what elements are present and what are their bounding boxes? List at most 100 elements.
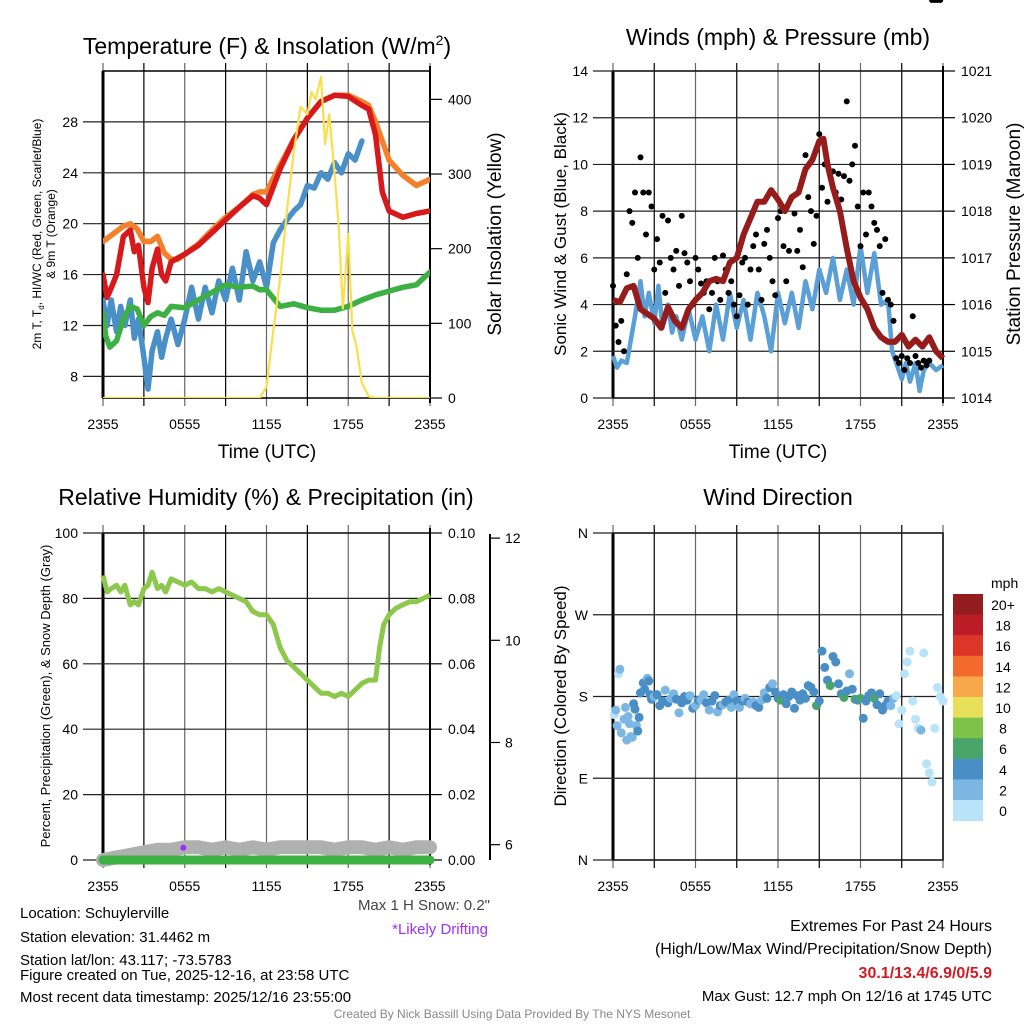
x-tick-label: 2355: [414, 416, 445, 432]
elevation-label: Station elevation: 31.4462 m: [20, 929, 211, 946]
x-tick-label: 0555: [680, 416, 711, 432]
direction-point: [633, 726, 643, 736]
gust-point: [937, 0, 944, 3]
gust-point: [753, 231, 759, 238]
legend-label: 10: [995, 700, 1011, 716]
gust-point: [618, 317, 625, 324]
gust-point: [698, 280, 704, 287]
x-tick-label: 1755: [333, 416, 364, 432]
gust-point: [857, 243, 864, 250]
gust-point: [665, 217, 671, 224]
gust-point: [819, 184, 825, 191]
x-tick-label: 2355: [87, 878, 118, 894]
created-label: Figure created on Tue, 2025-12-16, at 23…: [20, 967, 350, 984]
x-tick-label: 1755: [333, 878, 364, 894]
drifting-note: *Likely Drifting: [392, 921, 488, 938]
gust-point: [907, 359, 913, 366]
gust-point: [876, 243, 883, 250]
gust-point: [739, 259, 746, 266]
direction-point: [900, 669, 909, 679]
direction-point: [625, 719, 634, 729]
direction-point: [905, 646, 915, 656]
gust-point: [843, 98, 850, 105]
extremes-subtitle: (High/Low/Max Wind/Precipitation/Snow De…: [654, 941, 992, 958]
title-superscript: 2: [436, 32, 444, 48]
gust-point: [645, 189, 652, 196]
gust-point: [865, 189, 872, 196]
gust-point: [667, 254, 674, 261]
gust-point: [797, 226, 803, 233]
legend-label: 4: [999, 762, 1007, 778]
y-tick-label: 8: [580, 203, 588, 219]
winds-chart: 2355 0555 1155 1755 2355 0 2 4 6 8 10 12 14 1014 1015 1…: [551, 0, 1024, 463]
direction-point: [938, 696, 948, 706]
direction-point: [894, 719, 904, 729]
direction-point: [620, 702, 630, 712]
gust-point: [918, 364, 924, 371]
gust-point: [643, 231, 649, 238]
gust-point: [640, 189, 647, 196]
gust-point: [808, 208, 814, 215]
direction-point: [640, 684, 650, 694]
direction-point: [704, 705, 714, 715]
gust-point: [747, 266, 754, 273]
legend-swatch: [953, 614, 983, 636]
gust-point: [841, 173, 847, 180]
y-tick-label: 2: [580, 343, 588, 359]
legend-swatch: [953, 697, 983, 719]
gust-point: [742, 254, 748, 261]
direction-point: [820, 662, 830, 672]
direction-point: [630, 704, 640, 714]
extremes-values: 30.1/13.4/6.9/0/5.9: [858, 965, 992, 982]
gust-point: [890, 317, 897, 324]
direction-point: [634, 712, 644, 722]
direction-point: [814, 696, 824, 706]
y-tick-label: 14: [572, 63, 588, 79]
y-axis-label: Direction (Colored By Speed): [551, 585, 570, 806]
y-tick-label: 20: [62, 787, 78, 803]
direction-point: [611, 705, 621, 715]
direction-point: [911, 714, 920, 724]
gust-point: [755, 266, 762, 273]
x-tick-label: 0555: [169, 878, 200, 894]
gust-point: [885, 296, 891, 303]
latlon-label: Station lat/lon: 43.117; -73.5783: [20, 952, 232, 969]
y-tick-label: S: [579, 689, 588, 705]
gust-point: [874, 226, 880, 233]
right-tick-label: 0.10: [448, 525, 475, 541]
gust-point: [926, 357, 933, 364]
snow-tick-label: 12: [505, 530, 521, 546]
gust-point: [794, 247, 801, 254]
legend-swatch: [953, 676, 983, 698]
direction-point: [652, 690, 662, 700]
gust-point: [769, 278, 776, 285]
gust-point: [863, 231, 869, 238]
y-tick-label: 4: [580, 297, 588, 313]
legend-label: 20+: [991, 597, 1015, 613]
gust-point: [706, 306, 713, 313]
gust-point: [728, 278, 735, 285]
gust-point: [621, 348, 627, 355]
direction-point: [927, 777, 937, 787]
chart-title: Relative Humidity (%) & Precipitation (i…: [58, 484, 473, 510]
direction-point: [930, 723, 940, 733]
gust-point: [835, 170, 842, 177]
gust-point: [868, 203, 875, 210]
right-tick-label: 1021: [961, 63, 992, 79]
direction-point: [615, 664, 625, 674]
gust-point: [681, 250, 688, 257]
direction-point: [724, 695, 733, 705]
direction-point: [902, 657, 912, 667]
gust-point: [656, 259, 663, 266]
direction-point: [933, 682, 942, 692]
legend-swatch: [953, 758, 983, 780]
y-tick-label: 40: [62, 721, 78, 737]
direction-point: [809, 687, 819, 697]
right-tick-label: 0.02: [448, 787, 475, 803]
location-label: Location: Schuylerville: [20, 905, 170, 922]
legend-swatch: [953, 635, 983, 657]
x-tick-label: 1155: [251, 878, 281, 894]
gust-point: [915, 359, 922, 366]
x-tick-label: 2355: [597, 416, 628, 432]
gust-point: [783, 278, 790, 285]
